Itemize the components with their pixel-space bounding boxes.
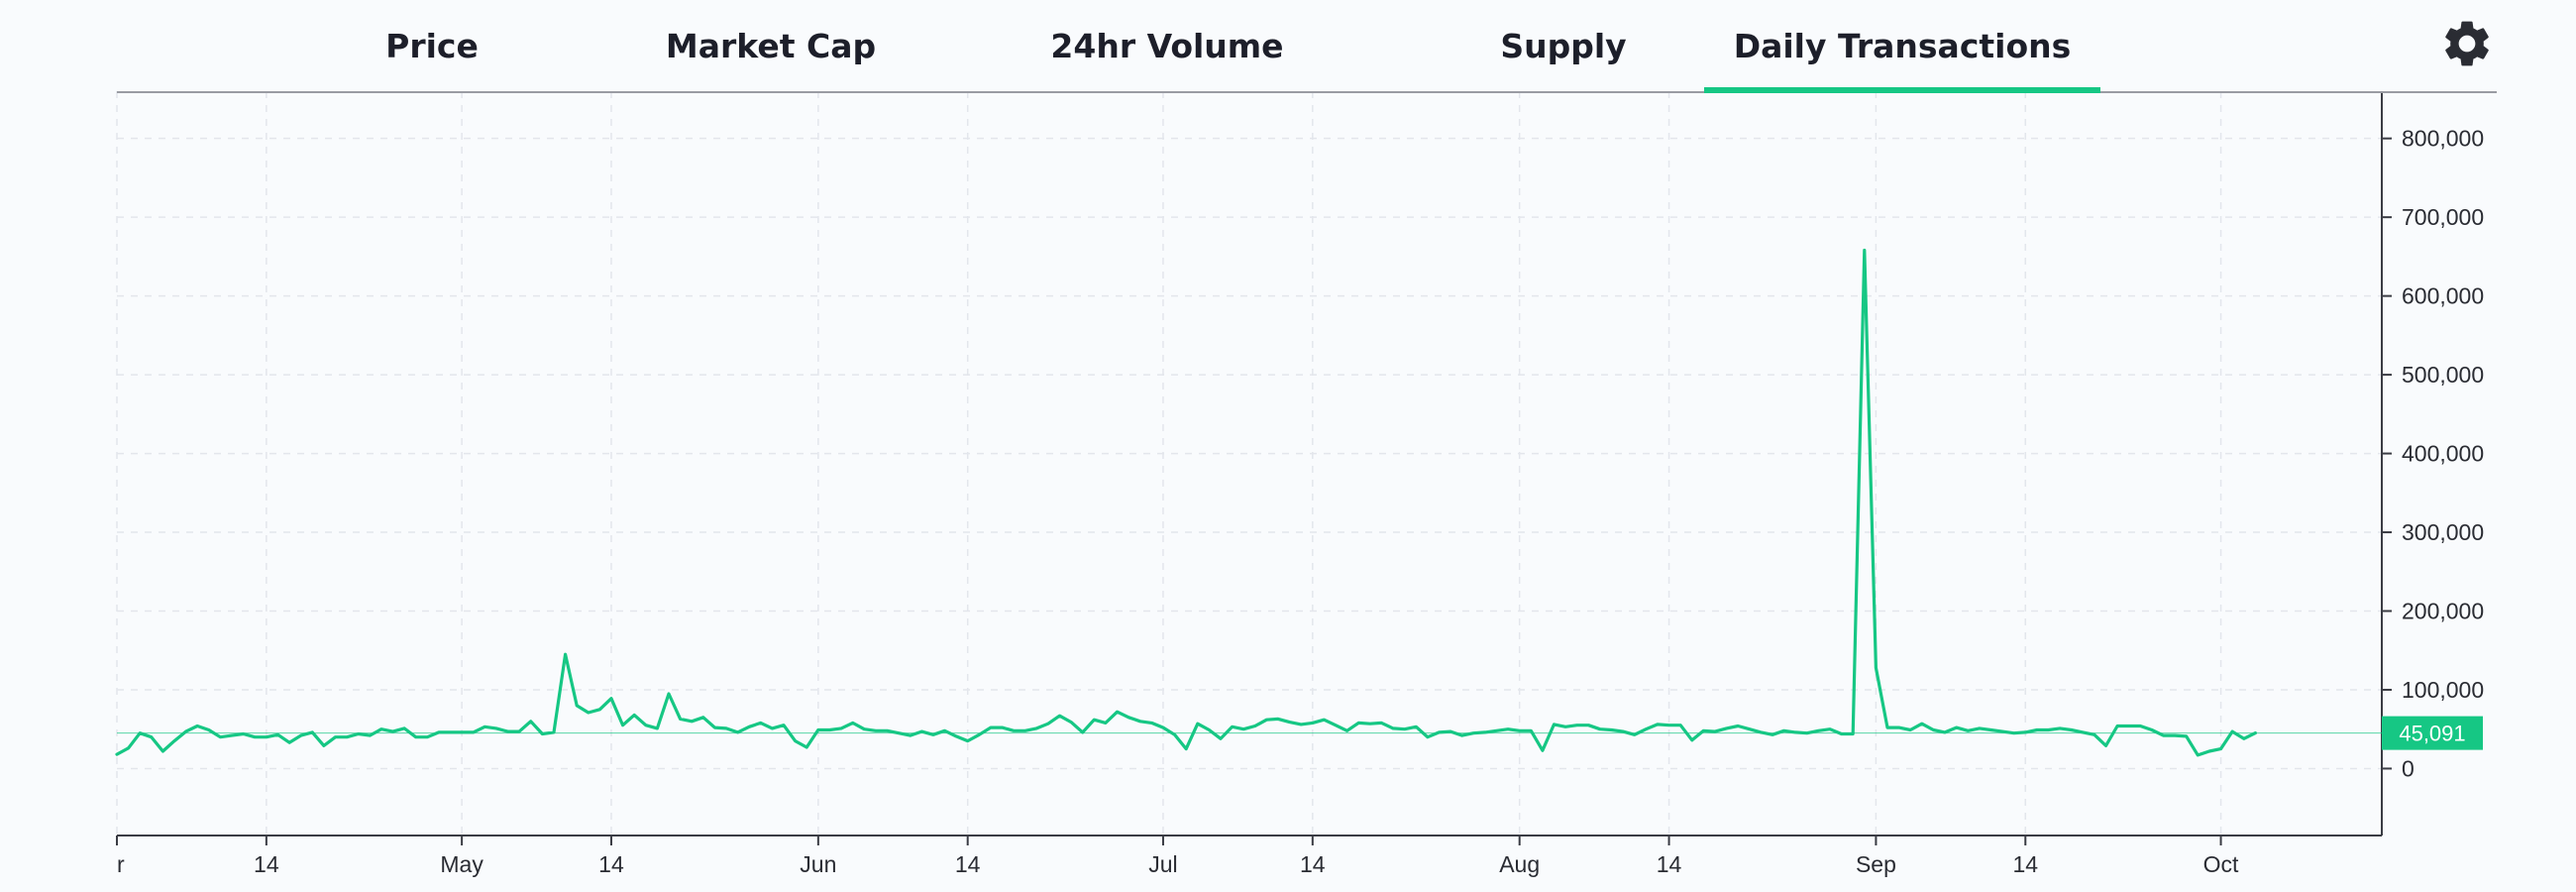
chart-grid	[116, 91, 2382, 836]
tab-supply[interactable]: Supply	[1500, 26, 1627, 65]
x-tick-label: Jun	[800, 851, 836, 877]
tab-24hr-volume[interactable]: 24hr Volume	[1050, 26, 1284, 65]
x-tick-label: Sep	[1856, 851, 1896, 877]
chart-tab-bar: Price Market Cap 24hr Volume Supply Dail…	[117, 0, 2497, 93]
y-tick-label: 200,000	[2402, 599, 2484, 624]
tab-price[interactable]: Price	[385, 26, 479, 65]
chart-series	[115, 248, 2382, 757]
series-line	[115, 248, 2257, 757]
x-tick-label: 14	[1300, 851, 1326, 877]
y-tick-label: 800,000	[2402, 126, 2484, 152]
x-tick-label: Oct	[2203, 851, 2239, 877]
y-tick-label: 600,000	[2402, 283, 2484, 309]
x-tick-label: 14	[955, 851, 981, 877]
current-value-badge	[2382, 716, 2483, 750]
x-tick-label: Jul	[1148, 851, 1177, 877]
y-tick-label: 700,000	[2402, 204, 2484, 230]
y-tick-label: 0	[2402, 755, 2415, 781]
y-tick-label: 400,000	[2402, 441, 2484, 467]
y-tick-label: 300,000	[2402, 519, 2484, 545]
x-tick-label: 14	[598, 851, 624, 877]
current-value-label: 45,091	[2399, 722, 2465, 746]
x-tick-label: May	[440, 851, 483, 877]
tab-daily-transactions[interactable]: Daily Transactions	[1704, 0, 2100, 93]
gear-icon[interactable]	[2439, 16, 2495, 71]
y-tick-label: 500,000	[2402, 362, 2484, 388]
tab-market-cap[interactable]: Market Cap	[665, 26, 877, 65]
x-tick-label: 14	[2012, 851, 2038, 877]
x-tick-label: 14	[1657, 851, 1682, 877]
x-tick-label: 14	[254, 851, 279, 877]
x-tick-label: r	[117, 851, 125, 877]
chart-axes	[116, 91, 2392, 845]
y-tick-label: 100,000	[2402, 677, 2484, 703]
x-tick-label: Aug	[1499, 851, 1540, 877]
chart-labels: 0 100,000 200,000 300,000 400,000 500,000 600,…	[117, 126, 2484, 877]
